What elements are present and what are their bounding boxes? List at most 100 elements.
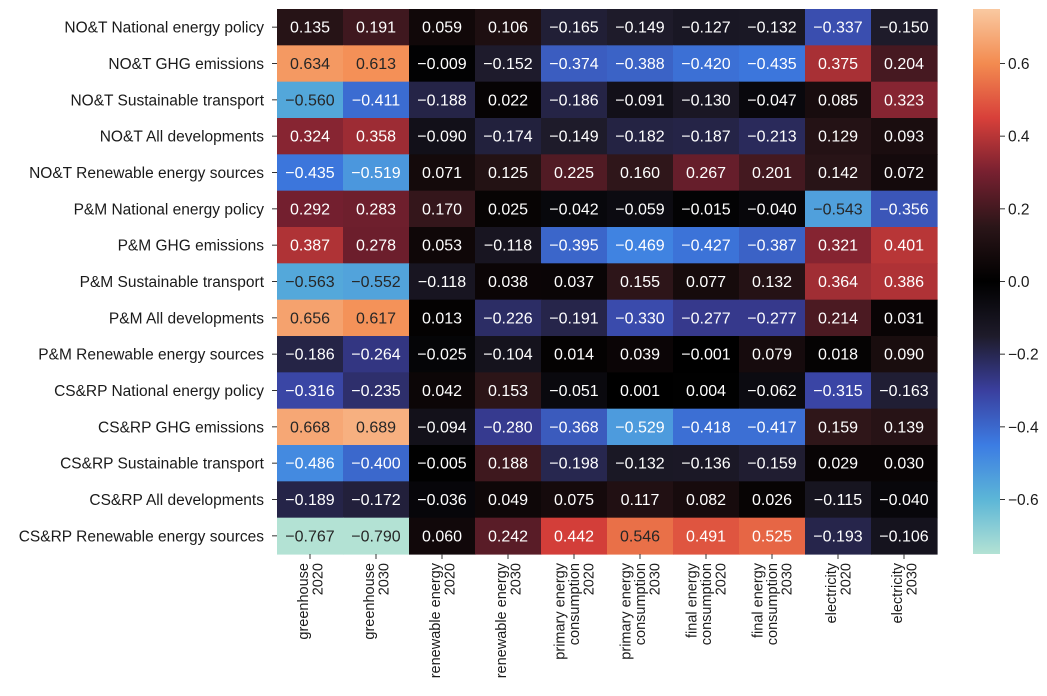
- heatmap-cell: [739, 118, 806, 155]
- heatmap-cell: [673, 9, 740, 46]
- cell-value-label: 0.025: [488, 201, 528, 218]
- cell-value-label: −0.315: [813, 383, 862, 400]
- heatmap-cell: [739, 481, 806, 519]
- heatmap-cell: [343, 336, 410, 373]
- cell-value-label: −0.186: [549, 92, 598, 109]
- cell-value-label: 0.525: [752, 528, 792, 545]
- column-label-line: final energy: [685, 562, 701, 638]
- heatmap-cell: [673, 227, 740, 264]
- cell-value-label: −0.163: [879, 383, 928, 400]
- heatmap-cell: [871, 445, 938, 482]
- cell-value-label: 0.160: [620, 165, 660, 182]
- cell-value-label: 0.278: [356, 238, 396, 255]
- heatmap-cell: [343, 9, 410, 46]
- cell-value-label: 0.442: [554, 528, 594, 545]
- heatmap-cell: [871, 481, 938, 519]
- cell-value-label: −0.560: [285, 92, 334, 109]
- heatmap-cell: [541, 445, 608, 482]
- heatmap-cell: [409, 227, 476, 264]
- cell-value-label: −0.091: [615, 92, 664, 109]
- cell-value-label: 0.323: [884, 92, 924, 109]
- column-label-line: 2020: [838, 563, 854, 595]
- heatmap-cell: [673, 190, 740, 228]
- heatmap-cell: [277, 445, 344, 482]
- heatmap-cell: [739, 408, 806, 446]
- cell-value-label: 0.155: [620, 274, 660, 291]
- column-label-line: 2030: [780, 563, 796, 595]
- heatmap-cell: [541, 227, 608, 264]
- heatmap-cell: [871, 45, 938, 83]
- cell-value-label: −0.094: [417, 419, 466, 436]
- heatmap-cell: [871, 408, 938, 446]
- cell-value-label: 0.026: [752, 492, 792, 509]
- heatmap-cell: [343, 45, 410, 83]
- heatmap-cell: [541, 154, 608, 192]
- cell-value-label: −0.036: [417, 492, 466, 509]
- heatmap-cell: [673, 445, 740, 482]
- cell-value-label: −0.435: [747, 56, 796, 73]
- heatmap-cell: [343, 299, 410, 337]
- heatmap-cell: [871, 336, 938, 373]
- heatmap-cell: [871, 263, 938, 301]
- column-label-line: 2030: [904, 563, 920, 595]
- heatmap-cell: [805, 45, 872, 83]
- cell-value-label: −0.042: [549, 201, 598, 218]
- heatmap-cell: [607, 45, 674, 83]
- heatmap-cell: [409, 118, 476, 155]
- cell-value-label: −0.486: [285, 456, 334, 473]
- cell-value-label: −0.368: [549, 419, 598, 436]
- heatmap-cell: [805, 190, 872, 228]
- heatmap-cell: [871, 299, 938, 337]
- heatmap-cell: [607, 481, 674, 519]
- heatmap-cell: [409, 481, 476, 519]
- column-label-line: 2020: [442, 563, 458, 595]
- heatmap-cell: [739, 45, 806, 83]
- heatmap-cell: [277, 227, 344, 264]
- colorbar: −0.6 −0.4 −0.2 0.0 0.2 0.4 0.6: [973, 9, 1039, 554]
- heatmap-cell: [277, 263, 344, 301]
- heatmap-cell: [673, 408, 740, 446]
- cell-value-label: −0.411: [352, 92, 400, 109]
- cell-value-label: 0.364: [818, 274, 858, 291]
- heatmap-cell: [805, 336, 872, 373]
- heatmap-cell: [409, 336, 476, 373]
- cell-value-label: −0.165: [549, 20, 598, 37]
- column-label-line: primary energy: [553, 562, 569, 659]
- cell-value-label: −0.519: [351, 165, 400, 182]
- cell-value-label: −0.104: [483, 347, 532, 364]
- column-label-line: final energy: [751, 562, 767, 638]
- cell-value-label: −0.191: [549, 310, 598, 327]
- cell-value-label: −0.159: [747, 456, 796, 473]
- cell-value-label: −0.062: [747, 383, 796, 400]
- cell-value-label: −0.337: [813, 20, 862, 37]
- cell-value-label: −0.132: [747, 20, 796, 37]
- heatmap-cell: [343, 445, 410, 482]
- heatmap-cell: [541, 299, 608, 337]
- heatmap-cell: [607, 227, 674, 264]
- cell-value-label: 0.030: [884, 456, 924, 473]
- heatmap-cell: [805, 9, 872, 46]
- heatmap-cell: [343, 517, 410, 555]
- cell-value-label: 0.170: [422, 201, 462, 218]
- cell-value-label: −0.374: [549, 56, 598, 73]
- cell-value-label: 0.191: [356, 20, 396, 37]
- cell-value-label: 0.075: [554, 492, 594, 509]
- heatmap-cell: [871, 9, 938, 46]
- cell-value-label: 0.634: [290, 56, 330, 73]
- cell-value-label: −0.090: [417, 129, 466, 146]
- cell-value-label: 0.037: [554, 274, 594, 291]
- column-label-line: consumption: [765, 563, 781, 645]
- heatmap-cell: [541, 336, 608, 373]
- heatmap-cell: [343, 81, 410, 119]
- cell-value-label: 0.004: [686, 383, 726, 400]
- cell-value-label: −0.186: [285, 347, 334, 364]
- heatmap-cell: [871, 118, 938, 155]
- column-label-line: greenhouse: [296, 563, 312, 640]
- cell-value-label: −0.149: [549, 129, 598, 146]
- cell-value-label: 0.018: [818, 347, 858, 364]
- cell-value-label: −0.280: [483, 419, 532, 436]
- cell-value-label: −0.025: [417, 347, 466, 364]
